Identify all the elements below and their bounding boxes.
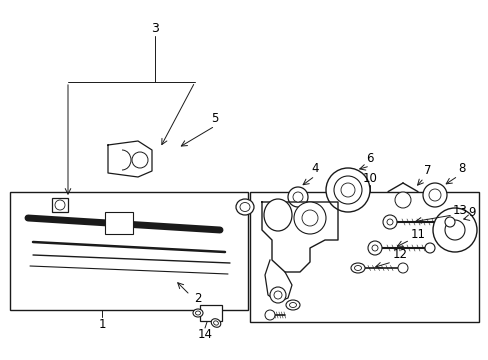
Ellipse shape: [371, 245, 377, 251]
Ellipse shape: [444, 217, 454, 227]
Text: 2: 2: [194, 292, 202, 305]
Text: 14: 14: [197, 328, 212, 342]
Circle shape: [264, 310, 274, 320]
Circle shape: [273, 291, 282, 299]
Circle shape: [432, 208, 476, 252]
Text: 10: 10: [362, 171, 377, 185]
Text: 5: 5: [211, 112, 218, 125]
Ellipse shape: [213, 321, 218, 325]
Circle shape: [287, 187, 307, 207]
Ellipse shape: [386, 219, 392, 225]
Circle shape: [333, 176, 361, 204]
Ellipse shape: [240, 202, 249, 212]
Bar: [200, 305, 222, 321]
Circle shape: [428, 189, 440, 201]
Circle shape: [302, 210, 317, 226]
Bar: [105, 212, 133, 234]
Ellipse shape: [264, 199, 291, 231]
Ellipse shape: [354, 266, 361, 270]
Circle shape: [293, 202, 325, 234]
Ellipse shape: [424, 243, 434, 253]
Circle shape: [132, 152, 148, 168]
Ellipse shape: [236, 199, 253, 215]
Circle shape: [292, 192, 303, 202]
Text: 13: 13: [451, 203, 467, 216]
Ellipse shape: [195, 311, 200, 315]
Text: 4: 4: [311, 162, 318, 175]
Ellipse shape: [382, 215, 396, 229]
Circle shape: [444, 220, 464, 240]
Circle shape: [397, 263, 407, 273]
Text: 3: 3: [151, 22, 159, 35]
Circle shape: [55, 200, 65, 210]
Text: 9: 9: [468, 206, 475, 219]
Circle shape: [394, 192, 410, 208]
Bar: [52, 198, 68, 212]
Circle shape: [269, 287, 285, 303]
Ellipse shape: [367, 241, 381, 255]
Circle shape: [340, 183, 354, 197]
Circle shape: [325, 168, 369, 212]
Ellipse shape: [193, 309, 203, 317]
Ellipse shape: [350, 263, 364, 273]
Text: 1: 1: [98, 319, 105, 332]
Ellipse shape: [285, 300, 299, 310]
Text: 7: 7: [424, 163, 431, 176]
Text: 11: 11: [409, 228, 425, 240]
Text: 6: 6: [366, 152, 373, 165]
Circle shape: [422, 183, 446, 207]
Bar: [10, 192, 247, 310]
Bar: [249, 192, 478, 322]
Ellipse shape: [211, 319, 220, 327]
Ellipse shape: [289, 302, 296, 307]
Text: 12: 12: [392, 248, 407, 261]
Text: 8: 8: [457, 162, 465, 175]
